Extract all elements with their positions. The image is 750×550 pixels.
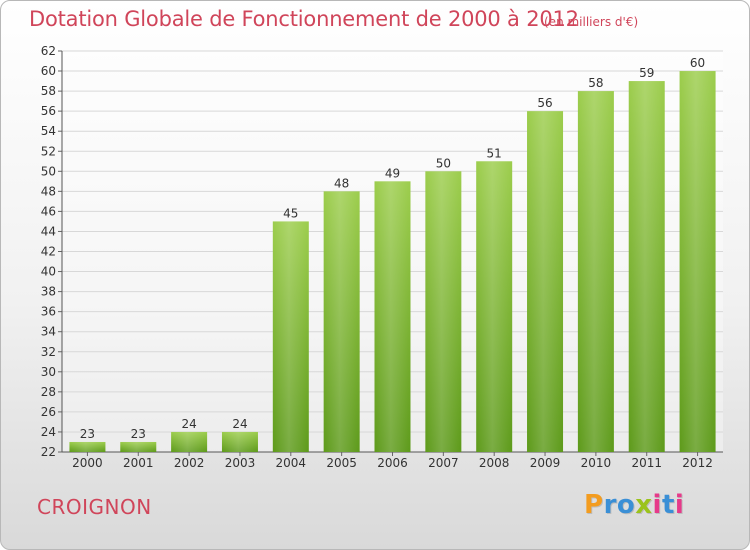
bar-shine-2011 [628, 81, 665, 452]
y-tick-label: 34 [41, 325, 56, 339]
data-label-2012: 60 [690, 56, 705, 70]
x-tick-label-2010: 2010 [581, 456, 612, 470]
x-tick-label-2006: 2006 [377, 456, 408, 470]
commune-name: CROIGNON [37, 495, 152, 519]
bar-shine-2009 [527, 111, 564, 453]
data-label-2002: 24 [181, 417, 196, 431]
data-label-2008: 51 [487, 146, 502, 160]
proxiti-logo: Proxiti [584, 490, 685, 520]
bar-shine-2001 [120, 441, 157, 452]
y-tick-label: 38 [41, 285, 56, 299]
bar-shine-2007 [425, 171, 462, 453]
y-tick-label: 48 [41, 184, 56, 198]
axis-layer: 22 24 26 28 30 32 34 36 38 40 42 44 46 48 50 52 54 56 58 60… [41, 44, 723, 470]
bar-layer [69, 71, 716, 453]
label-layer: 23 23 24 24 45 48 49 50 51 56 58 59 60 [80, 56, 705, 441]
data-label-2000: 23 [80, 427, 95, 441]
data-label-2005: 48 [334, 176, 349, 190]
bar-shine-2012 [679, 71, 716, 453]
y-tick-label: 46 [41, 204, 56, 218]
data-label-2003: 24 [232, 417, 247, 431]
x-tick-label-2008: 2008 [479, 456, 510, 470]
chart-subtitle: (en milliers d'€) [544, 15, 639, 29]
bar-shine-2005 [323, 191, 360, 452]
bar-shine-2008 [476, 161, 513, 452]
chart-title: Dotation Globale de Fonctionnement de 20… [29, 7, 579, 31]
y-tick-label: 56 [41, 104, 56, 118]
x-tick-label-2004: 2004 [276, 456, 307, 470]
data-label-2006: 49 [385, 166, 400, 180]
x-tick-label-2009: 2009 [530, 456, 561, 470]
data-label-2009: 56 [537, 96, 552, 110]
x-tick-label-2003: 2003 [225, 456, 256, 470]
y-tick-label: 50 [41, 164, 56, 178]
y-tick-label: 54 [41, 124, 56, 138]
bar-shine-2002 [171, 431, 208, 452]
y-tick-label: 28 [41, 385, 56, 399]
y-tick-label: 22 [41, 445, 56, 459]
x-tick-label-2012: 2012 [682, 456, 713, 470]
y-tick-label: 30 [41, 365, 56, 379]
data-label-2010: 58 [588, 76, 603, 90]
x-tick-label-2000: 2000 [72, 456, 103, 470]
y-tick-label: 44 [41, 224, 56, 238]
data-label-2007: 50 [436, 156, 451, 170]
bar-shine-2003 [221, 431, 258, 452]
y-tick-label: 26 [41, 405, 56, 419]
y-tick-label: 32 [41, 345, 56, 359]
x-tick-label-2002: 2002 [174, 456, 205, 470]
y-tick-label: 42 [41, 245, 56, 259]
x-tick-label-2007: 2007 [428, 456, 459, 470]
y-tick-label: 62 [41, 44, 56, 58]
bar-shine-2006 [374, 181, 411, 452]
bar-shine-2004 [272, 221, 309, 452]
data-label-2011: 59 [639, 66, 654, 80]
bar-shine-2010 [577, 91, 614, 452]
y-tick-label: 40 [41, 265, 56, 279]
data-label-2001: 23 [131, 427, 146, 441]
y-tick-label: 24 [41, 425, 56, 439]
bar-shine-2000 [69, 441, 106, 452]
x-tick-label-2001: 2001 [123, 456, 154, 470]
x-tick-label-2005: 2005 [326, 456, 357, 470]
y-tick-label: 36 [41, 305, 56, 319]
data-label-2004: 45 [283, 206, 298, 220]
y-tick-label: 52 [41, 144, 56, 158]
x-tick-label-2011: 2011 [631, 456, 662, 470]
y-tick-label: 58 [41, 84, 56, 98]
y-tick-label: 60 [41, 64, 56, 78]
